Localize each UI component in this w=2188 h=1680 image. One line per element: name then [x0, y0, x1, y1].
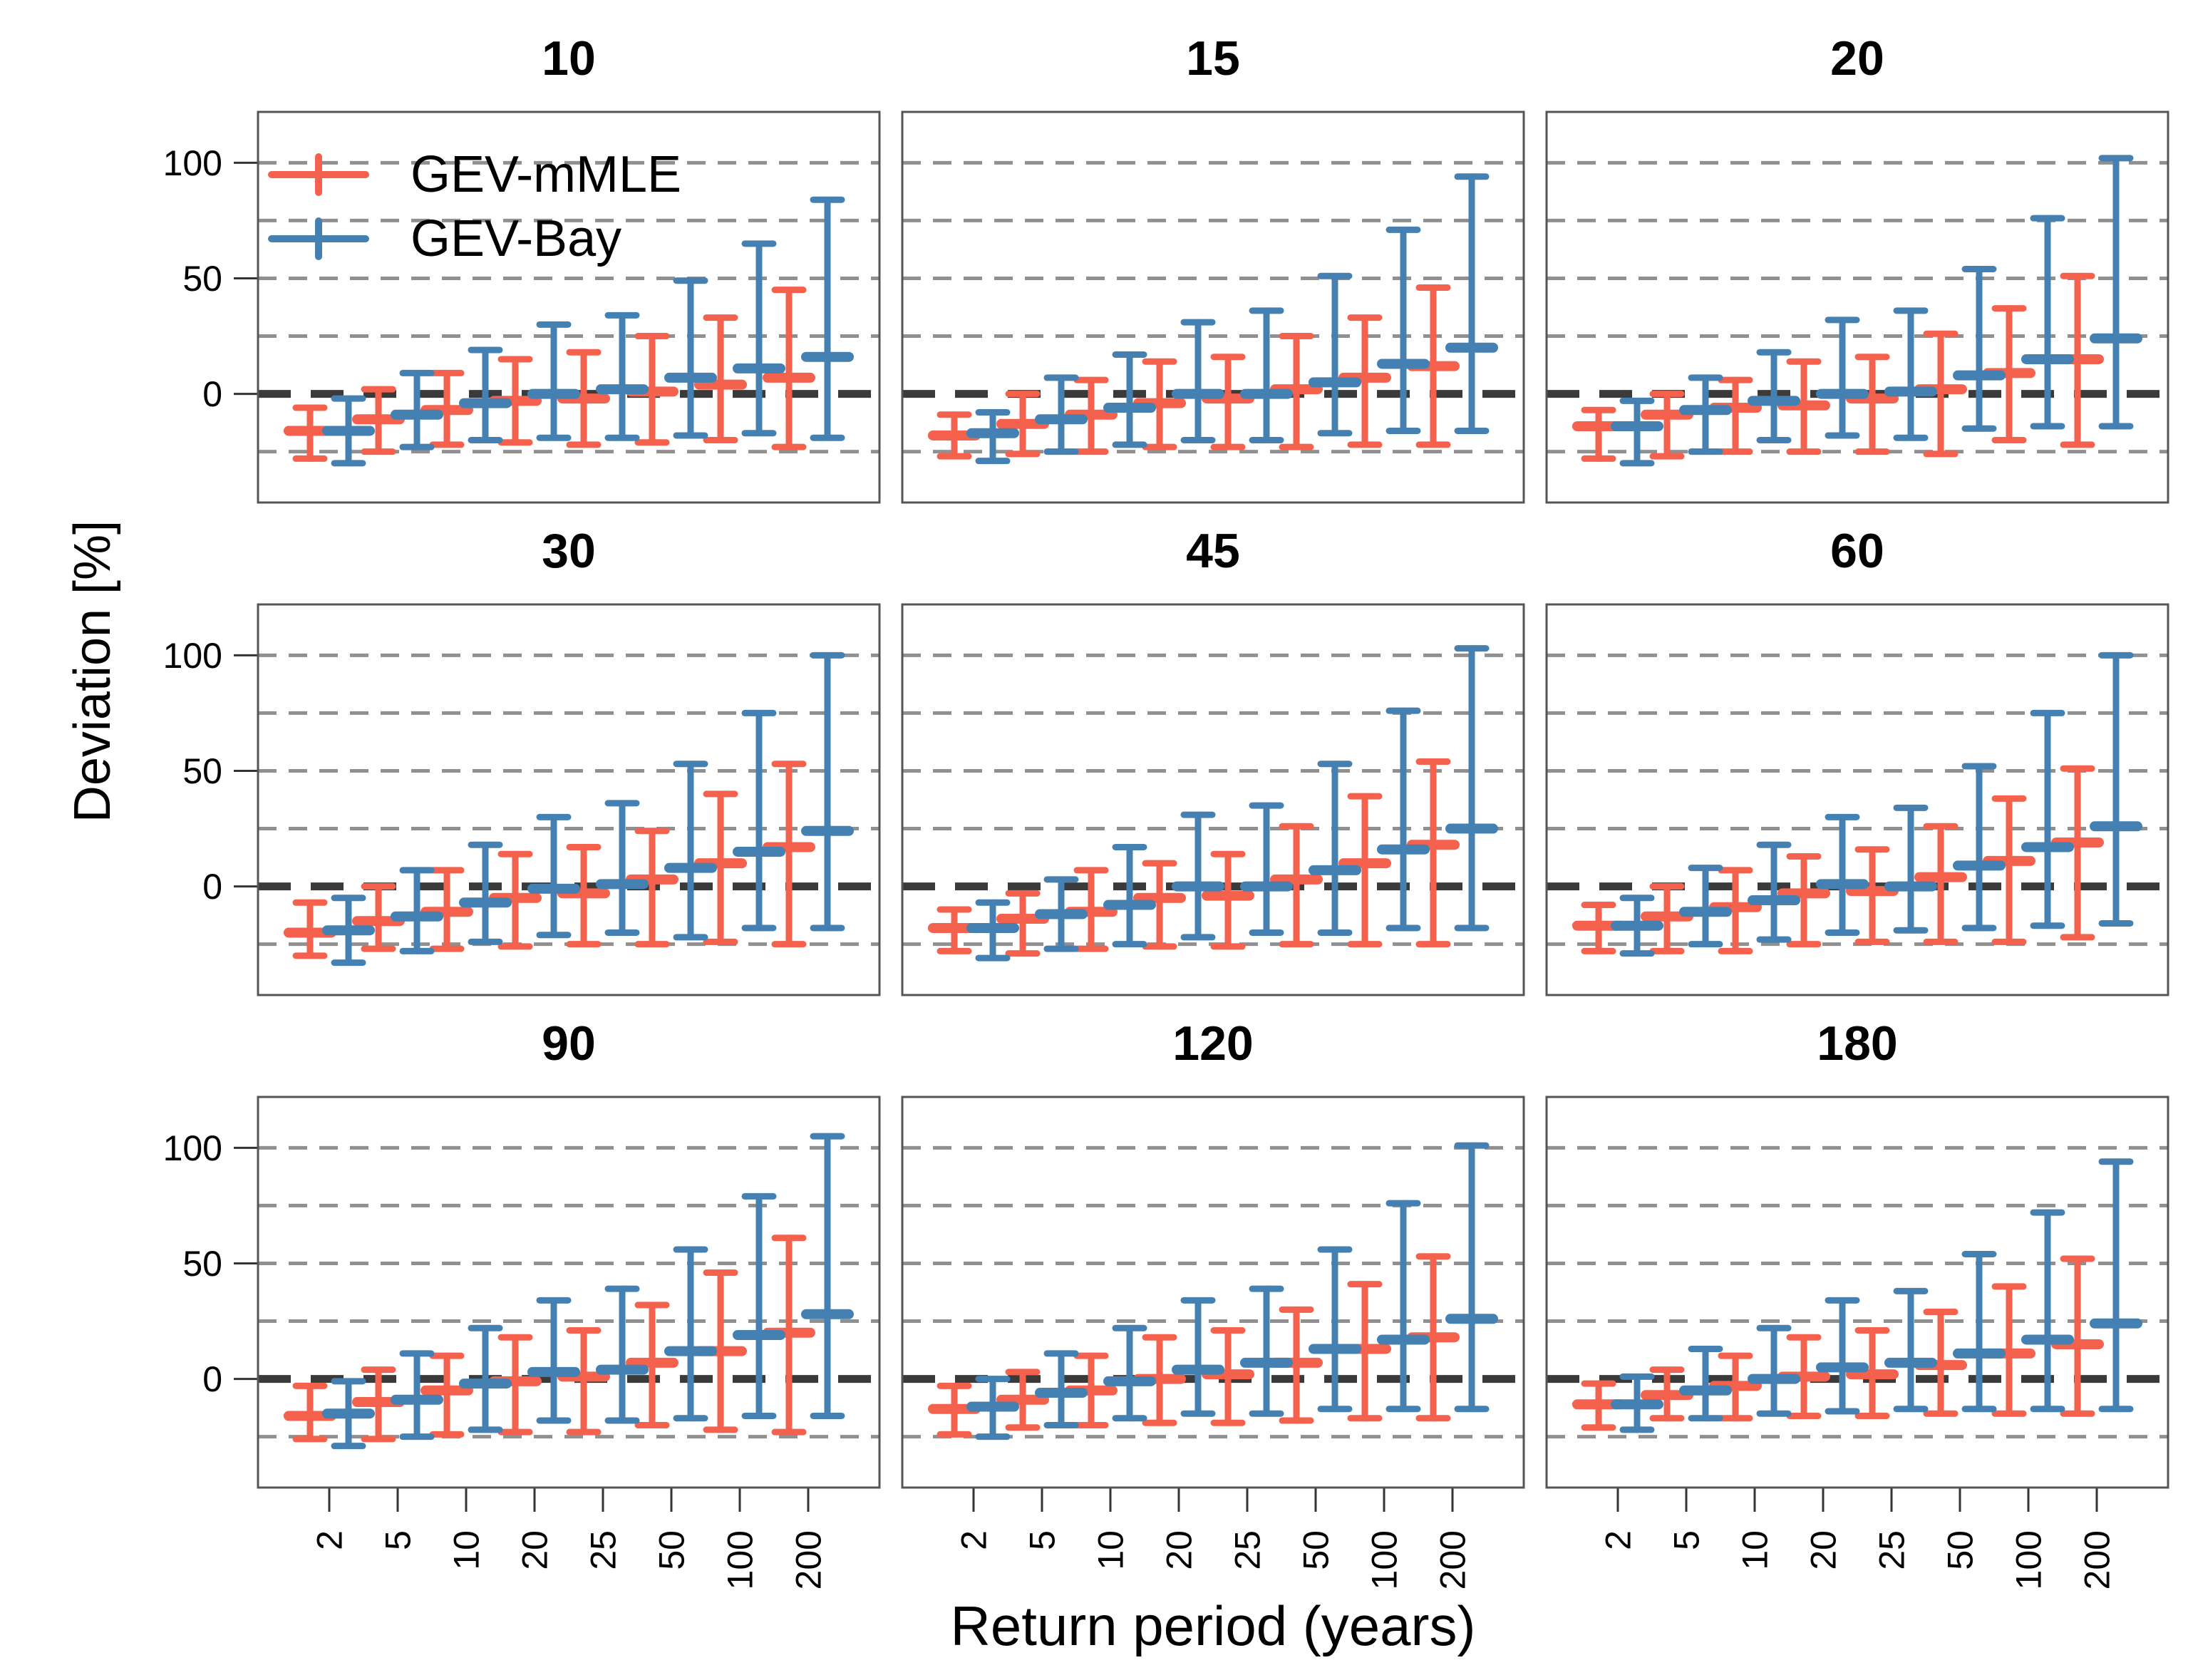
panel-title-45: 45	[1186, 524, 1240, 578]
legend: GEV-mMLE GEV-Bay	[268, 143, 681, 271]
svg-text:100: 100	[163, 636, 222, 676]
svg-text:10: 10	[1091, 1530, 1131, 1570]
panel-title-60: 60	[1830, 524, 1884, 578]
svg-text:100: 100	[163, 1128, 222, 1168]
gridlines	[258, 1145, 879, 1439]
panel-border	[901, 1096, 1525, 1489]
svg-text:2: 2	[954, 1530, 994, 1550]
legend-label: GEV-Bay	[411, 210, 622, 267]
svg-text:100: 100	[163, 143, 222, 183]
svg-text:10: 10	[1735, 1530, 1775, 1570]
errorbar-marker-icon	[268, 217, 369, 260]
gridlines	[1547, 1145, 2168, 1439]
y-axis-ticks: 100 50 0	[163, 1128, 258, 1399]
panel-chart-10: 100 50 0	[163, 110, 881, 504]
x-axis-ticks: 2 5 10 20 25 50 100 200	[310, 1488, 829, 1589]
svg-text:5: 5	[1023, 1530, 1063, 1550]
errorbar-series-1	[966, 645, 1498, 962]
errorbar-series-1	[1611, 651, 2142, 957]
panel-title-10: 10	[542, 31, 596, 86]
svg-text:20: 20	[1804, 1530, 1844, 1570]
panel-title-20: 20	[1830, 31, 1884, 86]
errorbar-series-0	[284, 287, 815, 462]
panel-chart-60	[1545, 603, 2169, 996]
legend-item-gev-mmle: GEV-mMLE	[268, 143, 681, 207]
svg-text:0: 0	[202, 867, 222, 907]
errorbar-series-1	[1611, 1158, 2142, 1433]
x-axis-title: Return period (years)	[950, 1594, 1476, 1657]
svg-text:100: 100	[721, 1530, 760, 1589]
errorbar-series-0	[1572, 1255, 2104, 1431]
errorbar-series-1	[322, 196, 854, 467]
panel-chart-20	[1545, 110, 2169, 504]
errorbar-series-1	[966, 1142, 1498, 1441]
svg-text:200: 200	[789, 1530, 829, 1589]
y-axis-title: Deviation [%]	[64, 520, 121, 823]
gridlines	[258, 653, 879, 947]
svg-text:50: 50	[182, 1244, 222, 1284]
svg-text:2: 2	[1599, 1530, 1639, 1550]
panel-border	[901, 603, 1525, 996]
errorbar-series-1	[322, 1133, 854, 1450]
gridlines	[258, 160, 879, 454]
svg-text:25: 25	[584, 1530, 624, 1570]
panel-title-15: 15	[1186, 31, 1240, 86]
y-axis-ticks: 100 50 0	[163, 143, 258, 414]
svg-text:50: 50	[182, 751, 222, 791]
errorbar-series-1	[1611, 155, 2142, 467]
errorbar-series-0	[928, 758, 1460, 957]
y-axis-ticks: 100 50 0	[163, 636, 258, 907]
panel-chart-180: 2 5 10 20 25 50 100 200	[1545, 1096, 2169, 1589]
panel-border	[1545, 110, 2169, 504]
panel-border	[257, 603, 881, 996]
panel-title-120: 120	[1172, 1016, 1254, 1071]
svg-text:20: 20	[1160, 1530, 1199, 1570]
panel-title-180: 180	[1817, 1016, 1898, 1071]
panel-title-90: 90	[542, 1016, 596, 1071]
errorbar-series-1	[322, 651, 854, 967]
svg-text:100: 100	[2009, 1530, 2049, 1589]
svg-text:0: 0	[202, 374, 222, 414]
svg-text:10: 10	[447, 1530, 487, 1570]
panel-border	[901, 110, 1525, 504]
svg-text:50: 50	[1941, 1530, 1981, 1570]
panel-chart-45	[901, 603, 1525, 996]
panel-chart-120: 2 5 10 20 25 50 100 200	[901, 1096, 1525, 1589]
panel-chart-30: 100 50 0	[163, 603, 881, 996]
svg-text:2: 2	[310, 1530, 350, 1550]
errorbar-series-0	[1572, 272, 2104, 462]
svg-text:25: 25	[1872, 1530, 1912, 1570]
panel-chart-15	[901, 110, 1525, 504]
errorbar-series-1	[966, 173, 1498, 465]
svg-text:50: 50	[182, 259, 222, 299]
panel-border	[1545, 1096, 2169, 1489]
svg-text:25: 25	[1228, 1530, 1268, 1570]
legend-item-gev-bay: GEV-Bay	[268, 207, 681, 271]
svg-text:50: 50	[652, 1530, 692, 1570]
panel-title-30: 30	[542, 524, 596, 578]
panel-border	[257, 1096, 881, 1489]
panel-border	[1545, 603, 2169, 996]
svg-text:20: 20	[515, 1530, 555, 1570]
svg-text:50: 50	[1296, 1530, 1336, 1570]
gridlines	[902, 160, 1524, 454]
svg-text:100: 100	[1365, 1530, 1405, 1589]
svg-text:200: 200	[2078, 1530, 2117, 1589]
svg-text:5: 5	[378, 1530, 418, 1550]
x-axis-ticks: 2 5 10 20 25 50 100 200	[954, 1488, 1473, 1589]
legend-label: GEV-mMLE	[411, 146, 682, 203]
svg-text:5: 5	[1667, 1530, 1707, 1550]
errorbar-marker-icon	[268, 153, 369, 196]
panel-border	[257, 110, 881, 504]
svg-text:200: 200	[1433, 1530, 1473, 1589]
errorbar-series-0	[284, 1235, 815, 1443]
x-axis-ticks: 2 5 10 20 25 50 100 200	[1599, 1488, 2117, 1589]
svg-text:0: 0	[202, 1359, 222, 1399]
